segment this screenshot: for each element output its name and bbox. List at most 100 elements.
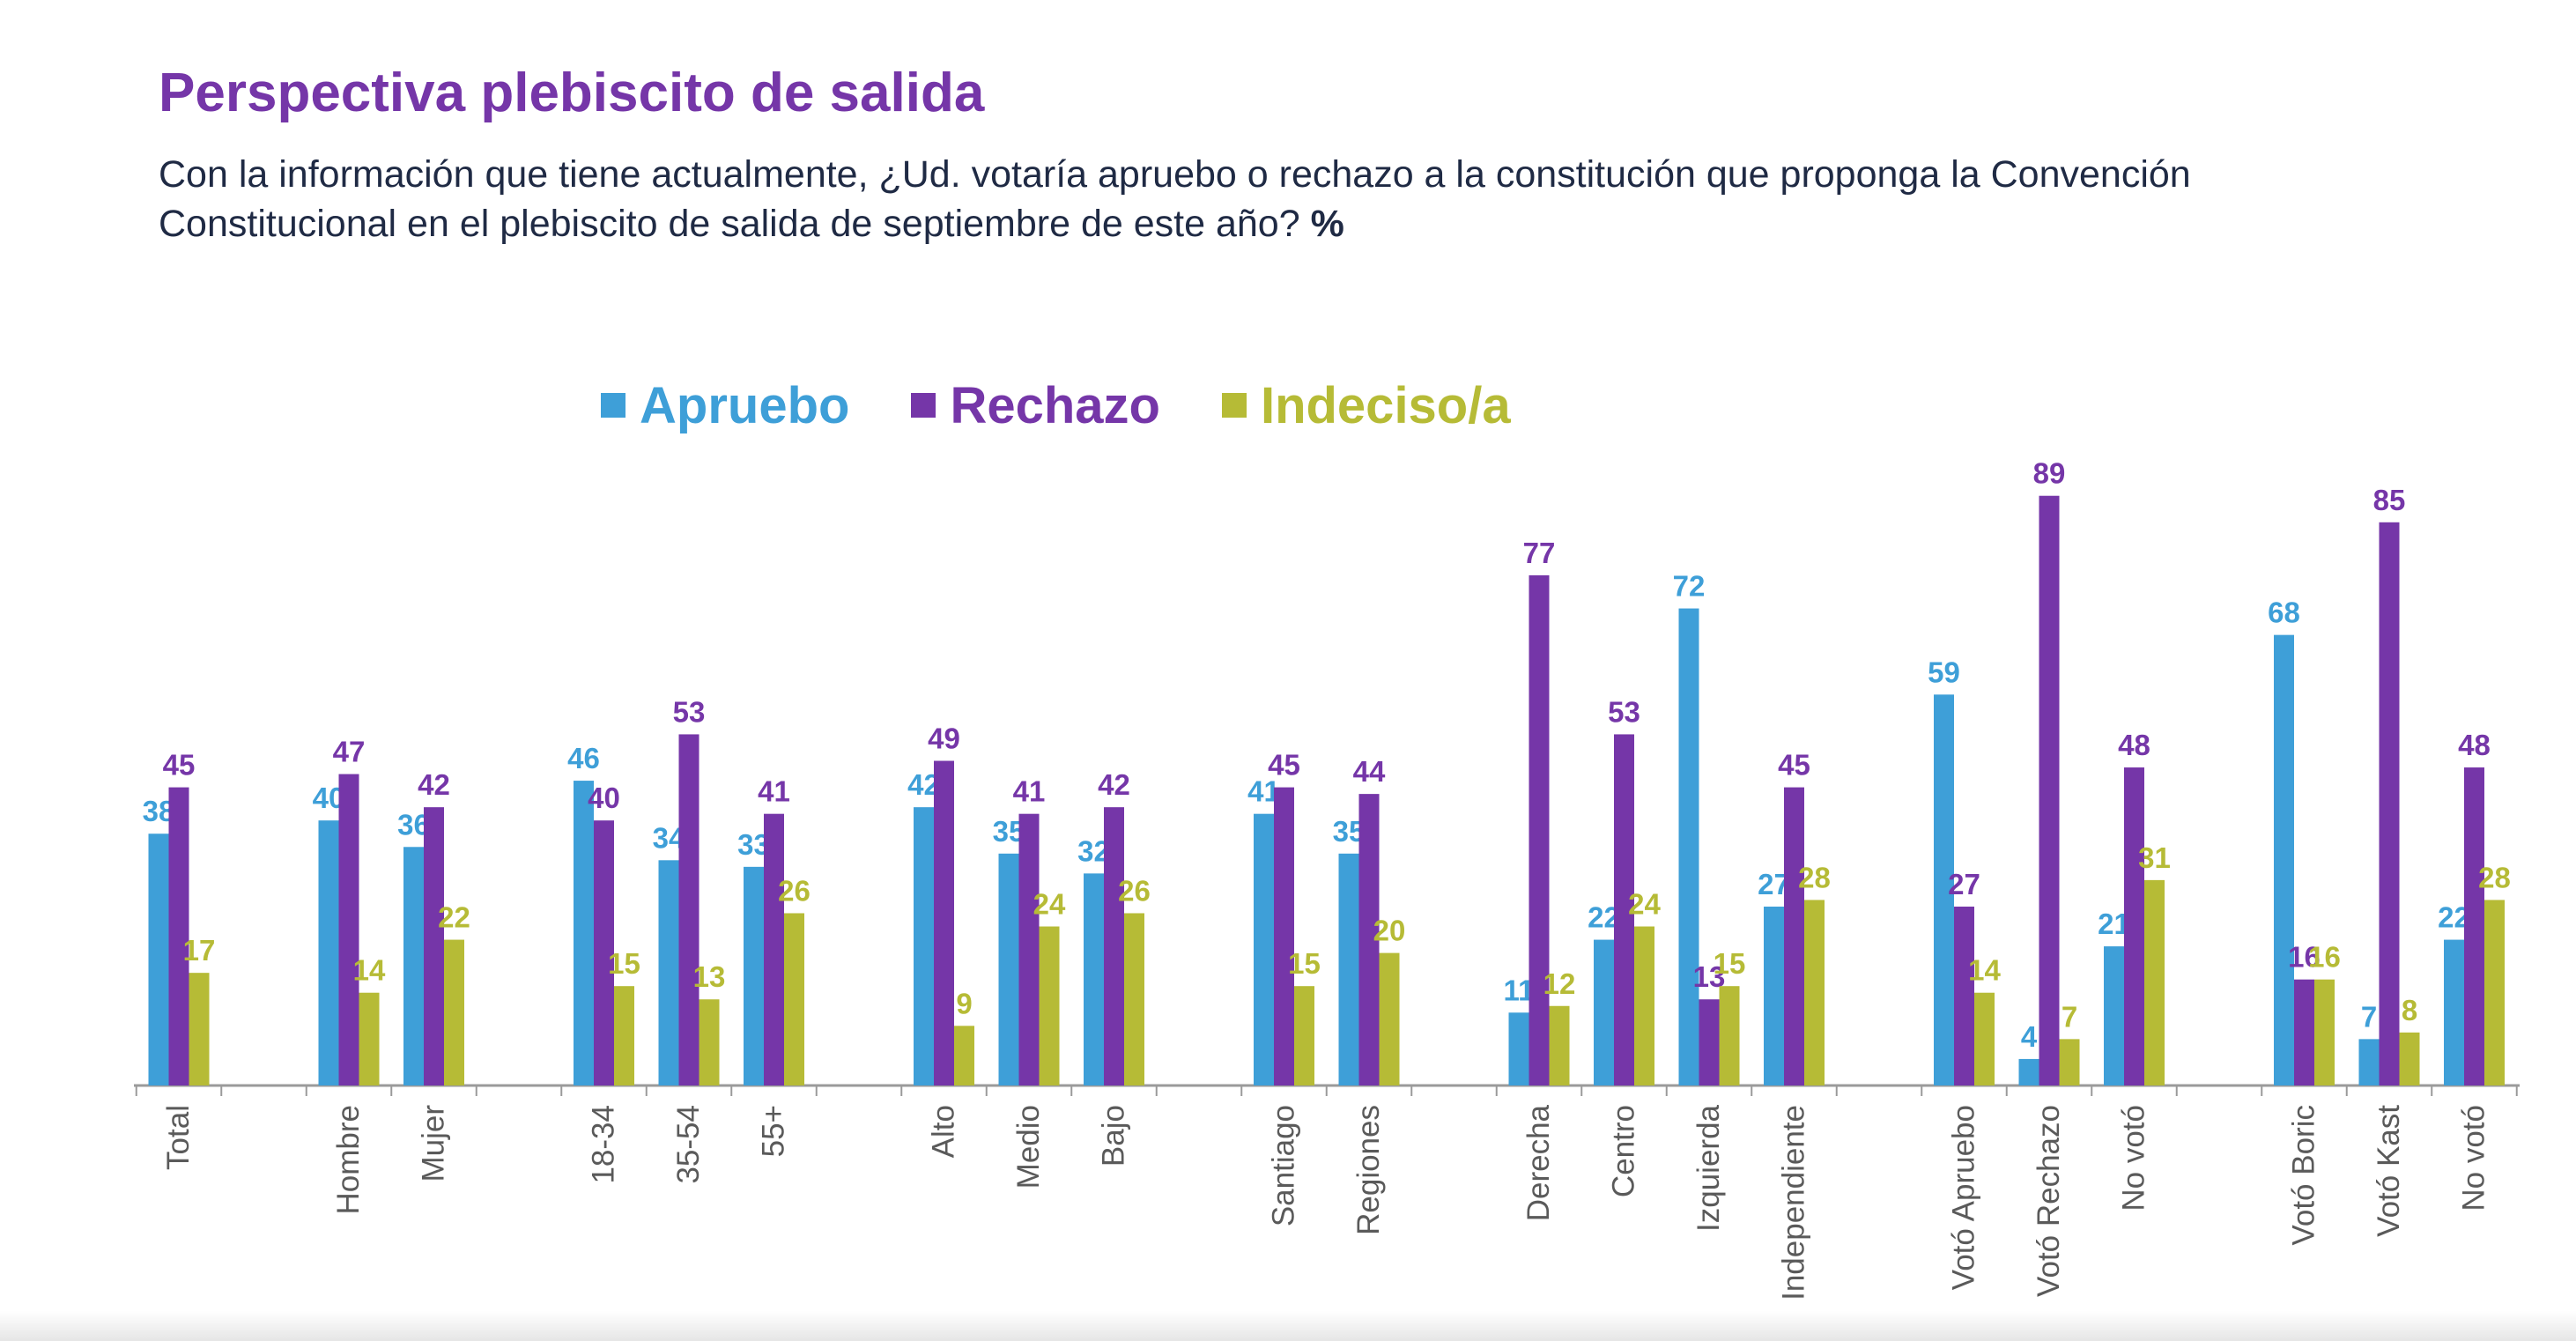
x-tick-label-centro: Centro [1607, 1105, 1641, 1197]
bar-indeciso-derecha [1549, 1005, 1570, 1085]
x-tick-label-alto: Alto [927, 1105, 961, 1158]
chart-legend: Apruebo Rechazo Indeciso/a [601, 370, 1511, 441]
bar-indeciso-izquierda [1719, 986, 1740, 1085]
bar-rechazo-bajo [1104, 807, 1124, 1085]
data-label-indeciso-voto-rechazo: 7 [2062, 1000, 2077, 1033]
data-label-rechazo-independiente: 45 [1778, 749, 1810, 782]
bar-indeciso-medio [1039, 926, 1060, 1085]
x-tick-label-santiago: Santiago [1267, 1105, 1301, 1226]
bar-apruebo-mujer [403, 847, 424, 1085]
x-tick-label-no-voto: No votó [2117, 1105, 2151, 1211]
bar-indeciso-santiago [1294, 986, 1314, 1085]
bar-indeciso-regiones [1379, 952, 1400, 1085]
data-label-rechazo-bajo: 42 [1098, 768, 1130, 801]
data-label-apruebo-voto-rechazo: 4 [2021, 1020, 2038, 1053]
bar-apruebo-55 [744, 866, 764, 1085]
bar-rechazo-voto-boric [2294, 979, 2314, 1085]
data-label-indeciso-no-voto: 31 [2138, 841, 2171, 874]
bar-rechazo-santiago [1274, 787, 1294, 1085]
bar-apruebo-regiones [1338, 853, 1359, 1085]
bar-apruebo-voto-rechazo [2018, 1058, 2039, 1085]
bar-rechazo-izquierda [1699, 999, 1720, 1085]
data-label-rechazo-alto: 49 [928, 722, 960, 755]
data-label-indeciso-santiago: 15 [1288, 947, 1321, 980]
data-label-apruebo-voto-kast: 7 [2361, 1000, 2377, 1033]
bar-apruebo-voto-boric [2274, 634, 2294, 1085]
question-body: Con la información que tiene actualmente… [159, 153, 2191, 245]
data-label-indeciso-35-54: 13 [693, 960, 726, 993]
page-title: Perspectiva plebiscito de salida [159, 63, 985, 123]
data-label-rechazo-total: 45 [163, 749, 196, 782]
bar-rechazo-alto [934, 760, 954, 1085]
data-label-indeciso-mujer: 22 [438, 901, 470, 934]
legend-swatch-indeciso [1221, 393, 1247, 418]
bar-rechazo-18-34 [594, 820, 614, 1085]
data-label-indeciso-hombre: 14 [353, 954, 386, 987]
bar-indeciso-no-voto [2144, 879, 2165, 1085]
legend-item-apruebo: Apruebo [601, 376, 849, 435]
data-label-rechazo-voto-rechazo: 89 [2033, 457, 2066, 490]
data-label-rechazo-hombre: 47 [333, 736, 366, 768]
x-tick-label-voto-apruebo: Votó Apruebo [1947, 1105, 1981, 1290]
data-label-rechazo-voto-boric: 16 [2288, 941, 2321, 974]
x-tick-label-voto-rechazo: Votó Rechazo [2032, 1105, 2066, 1297]
data-label-indeciso-voto-boric: 16 [2308, 941, 2341, 974]
bar-indeciso-voto-rechazo [2059, 1039, 2080, 1085]
data-label-apruebo-izquierda: 72 [1673, 570, 1706, 603]
legend-label-indeciso: Indeciso/a [1260, 376, 1511, 434]
data-label-apruebo-voto-apruebo: 59 [1928, 656, 1960, 688]
bar-indeciso-18-34 [614, 986, 634, 1085]
x-tick-label-hombre: Hombre [331, 1105, 366, 1214]
question-text: Con la información que tiene actualmente… [159, 150, 2414, 248]
bar-apruebo-no-voto [2444, 939, 2464, 1085]
bar-apruebo-derecha [1508, 1012, 1529, 1085]
data-label-indeciso-no-voto: 28 [2478, 861, 2511, 893]
bar-rechazo-centro [1614, 734, 1634, 1085]
x-tick-label-mujer: Mujer [417, 1105, 451, 1182]
data-label-indeciso-derecha: 12 [1543, 967, 1576, 1000]
bar-indeciso-voto-kast [2399, 1032, 2420, 1085]
bar-apruebo-izquierda [1678, 608, 1699, 1085]
bar-rechazo-voto-apruebo [1954, 906, 1974, 1085]
data-label-rechazo-35-54: 53 [673, 695, 706, 728]
bar-rechazo-independiente [1784, 787, 1804, 1085]
bar-rechazo-voto-kast [2379, 522, 2400, 1085]
bar-rechazo-mujer [424, 807, 444, 1085]
bar-rechazo-55 [764, 813, 784, 1085]
bar-indeciso-centro [1634, 926, 1654, 1085]
bar-apruebo-35-54 [658, 860, 679, 1085]
x-tick-label-bajo: Bajo [1097, 1105, 1131, 1167]
x-tick-label-18-34: 18-34 [587, 1105, 621, 1184]
x-tick-label-izquierda: Izquierda [1691, 1104, 1726, 1232]
data-label-indeciso-total: 17 [183, 934, 216, 967]
unit-label: % [1310, 203, 1344, 245]
bar-rechazo-no-voto [2464, 767, 2484, 1085]
bar-indeciso-bajo [1124, 913, 1144, 1085]
data-label-indeciso-medio: 24 [1033, 888, 1066, 921]
data-label-rechazo-derecha: 77 [1523, 537, 1556, 569]
data-label-rechazo-santiago: 45 [1268, 749, 1300, 782]
data-label-rechazo-no-voto: 48 [2118, 729, 2150, 761]
bar-apruebo-18-34 [574, 781, 594, 1085]
bar-apruebo-centro [1594, 939, 1614, 1085]
bar-indeciso-independiente [1804, 900, 1825, 1085]
bar-indeciso-35-54 [699, 999, 720, 1085]
bar-apruebo-medio [998, 853, 1019, 1085]
bar-rechazo-derecha [1529, 574, 1550, 1085]
bar-apruebo-no-voto [2104, 946, 2124, 1085]
x-tick-label-35-54: 35-54 [671, 1105, 706, 1184]
bar-rechazo-total [168, 787, 189, 1085]
data-label-rechazo-regiones: 44 [1353, 755, 1386, 788]
bar-apruebo-total [148, 833, 169, 1085]
data-label-rechazo-centro: 53 [1608, 695, 1640, 728]
data-label-rechazo-mujer: 42 [418, 768, 450, 801]
bar-apruebo-independiente [1764, 906, 1784, 1085]
data-label-indeciso-independiente: 28 [1798, 861, 1831, 893]
x-tick-label-55: 55+ [757, 1105, 791, 1157]
data-label-indeciso-izquierda: 15 [1714, 947, 1746, 980]
data-label-apruebo-voto-boric: 68 [2268, 596, 2300, 629]
data-label-indeciso-regiones: 20 [1373, 915, 1406, 947]
x-tick-label-derecha: Derecha [1521, 1104, 1556, 1221]
bar-apruebo-hombre [318, 820, 339, 1085]
